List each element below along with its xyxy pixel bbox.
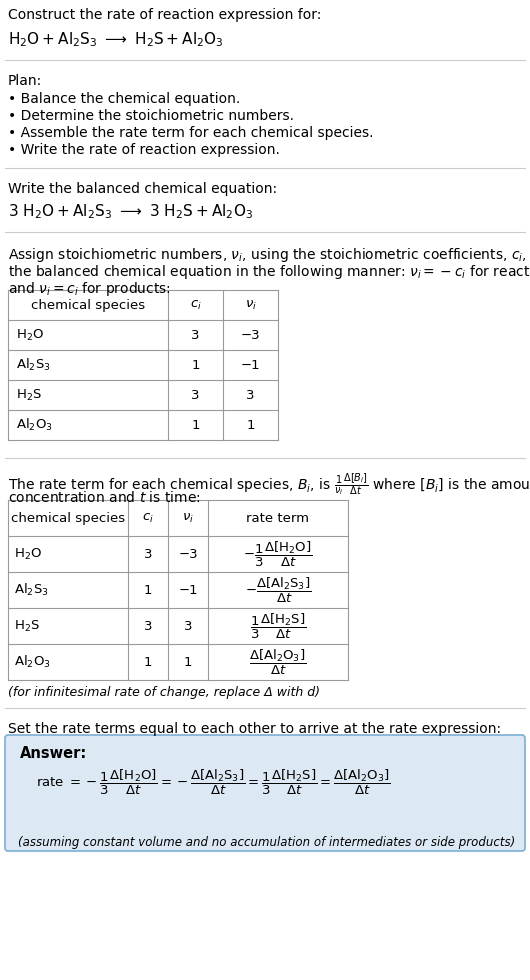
Text: 1: 1 — [191, 359, 200, 371]
Text: 1: 1 — [144, 656, 152, 668]
Text: 3: 3 — [191, 328, 200, 341]
Text: Al$_2$O$_3$: Al$_2$O$_3$ — [16, 416, 53, 433]
Text: (assuming constant volume and no accumulation of intermediates or side products): (assuming constant volume and no accumul… — [18, 836, 515, 849]
Text: $\nu_i$: $\nu_i$ — [244, 299, 257, 312]
Text: chemical species: chemical species — [31, 299, 145, 312]
Text: Plan:: Plan: — [8, 74, 42, 88]
Text: • Balance the chemical equation.: • Balance the chemical equation. — [8, 92, 240, 106]
Text: the balanced chemical equation in the following manner: $\nu_i = -c_i$ for react: the balanced chemical equation in the fo… — [8, 263, 530, 281]
Text: rate $= -\dfrac{1}{3}\dfrac{\Delta[\mathrm{H_2O}]}{\Delta t} = -\dfrac{\Delta[\m: rate $= -\dfrac{1}{3}\dfrac{\Delta[\math… — [36, 768, 391, 797]
Text: −3: −3 — [241, 328, 260, 341]
Text: H$_2$S: H$_2$S — [14, 618, 40, 633]
Text: • Write the rate of reaction expression.: • Write the rate of reaction expression. — [8, 143, 280, 157]
Text: 3: 3 — [144, 619, 152, 632]
FancyBboxPatch shape — [5, 735, 525, 851]
Text: $-\dfrac{1}{3}\dfrac{\Delta[\mathrm{H_2O}]}{\Delta t}$: $-\dfrac{1}{3}\dfrac{\Delta[\mathrm{H_2O… — [243, 539, 313, 568]
Text: Al$_2$O$_3$: Al$_2$O$_3$ — [14, 654, 51, 670]
Text: and $\nu_i = c_i$ for products:: and $\nu_i = c_i$ for products: — [8, 280, 171, 298]
Text: −1: −1 — [178, 583, 198, 597]
Text: $\dfrac{1}{3}\dfrac{\Delta[\mathrm{H_2S}]}{\Delta t}$: $\dfrac{1}{3}\dfrac{\Delta[\mathrm{H_2S}… — [250, 612, 306, 641]
Text: $\dfrac{\Delta[\mathrm{Al_2O_3}]}{\Delta t}$: $\dfrac{\Delta[\mathrm{Al_2O_3}]}{\Delta… — [249, 648, 307, 676]
Text: $c_i$: $c_i$ — [190, 299, 201, 312]
Text: $-\dfrac{\Delta[\mathrm{Al_2S_3}]}{\Delta t}$: $-\dfrac{\Delta[\mathrm{Al_2S_3}]}{\Delt… — [245, 575, 311, 605]
Text: Write the balanced chemical equation:: Write the balanced chemical equation: — [8, 182, 277, 196]
Text: concentration and $t$ is time:: concentration and $t$ is time: — [8, 490, 201, 505]
Text: $c_i$: $c_i$ — [142, 512, 154, 524]
Text: • Assemble the rate term for each chemical species.: • Assemble the rate term for each chemic… — [8, 126, 374, 140]
Text: 3: 3 — [144, 548, 152, 561]
Text: 1: 1 — [246, 418, 255, 431]
Text: H$_2$O: H$_2$O — [16, 327, 44, 343]
Text: chemical species: chemical species — [11, 512, 125, 524]
Text: Al$_2$S$_3$: Al$_2$S$_3$ — [16, 357, 51, 373]
Text: 3: 3 — [246, 388, 255, 402]
Text: Construct the rate of reaction expression for:: Construct the rate of reaction expressio… — [8, 8, 321, 22]
Text: Al$_2$S$_3$: Al$_2$S$_3$ — [14, 582, 49, 598]
Text: $\mathrm{3\ H_2O + Al_2S_3 \ \longrightarrow \ 3\ H_2S + Al_2O_3}$: $\mathrm{3\ H_2O + Al_2S_3 \ \longrighta… — [8, 202, 253, 220]
Text: $\mathrm{H_2O + Al_2S_3 \ \longrightarrow \ H_2S + Al_2O_3}$: $\mathrm{H_2O + Al_2S_3 \ \longrightarro… — [8, 30, 224, 49]
Text: $\nu_i$: $\nu_i$ — [182, 512, 194, 524]
Text: H$_2$O: H$_2$O — [14, 547, 42, 562]
Text: −1: −1 — [241, 359, 260, 371]
Text: (for infinitesimal rate of change, replace Δ with d): (for infinitesimal rate of change, repla… — [8, 686, 320, 699]
Text: −3: −3 — [178, 548, 198, 561]
Text: Answer:: Answer: — [20, 746, 87, 761]
Text: 3: 3 — [191, 388, 200, 402]
Text: rate term: rate term — [246, 512, 310, 524]
Text: 1: 1 — [144, 583, 152, 597]
Text: 3: 3 — [184, 619, 192, 632]
Text: 1: 1 — [191, 418, 200, 431]
Text: H$_2$S: H$_2$S — [16, 387, 42, 403]
Text: Set the rate terms equal to each other to arrive at the rate expression:: Set the rate terms equal to each other t… — [8, 722, 501, 736]
Text: The rate term for each chemical species, $B_i$, is $\frac{1}{\nu_i}\frac{\Delta[: The rate term for each chemical species,… — [8, 472, 530, 498]
Text: • Determine the stoichiometric numbers.: • Determine the stoichiometric numbers. — [8, 109, 294, 123]
Text: 1: 1 — [184, 656, 192, 668]
Text: Assign stoichiometric numbers, $\nu_i$, using the stoichiometric coefficients, $: Assign stoichiometric numbers, $\nu_i$, … — [8, 246, 530, 264]
